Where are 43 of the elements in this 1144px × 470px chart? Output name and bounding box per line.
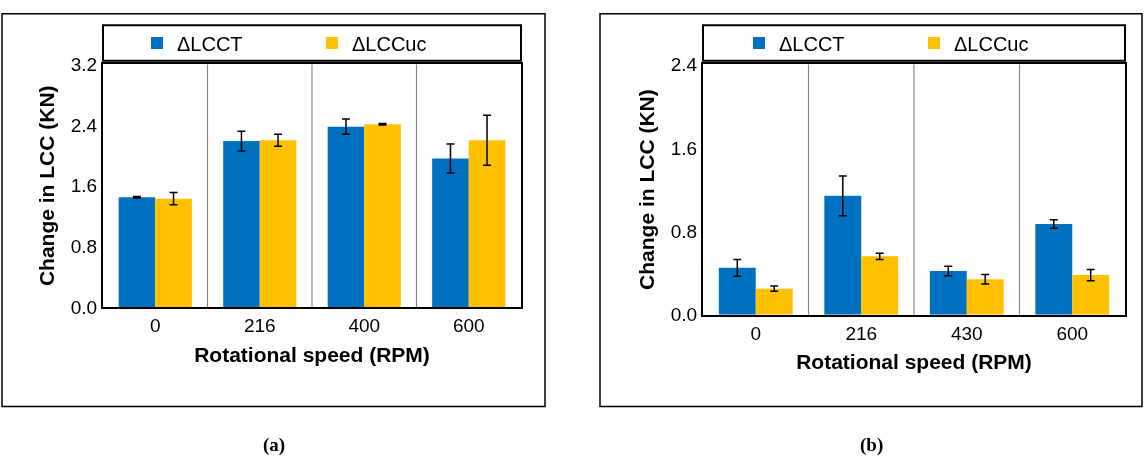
legend-label: ΔLCCuc [954, 32, 1029, 55]
legend-label: ΔLCCuc [352, 32, 427, 55]
y-tick-label: 0.8 [670, 220, 698, 242]
x-tick-label: 430 [950, 322, 983, 344]
bar [468, 140, 506, 308]
bar [1072, 275, 1110, 315]
bar [259, 140, 297, 308]
y-tick-label: 3.2 [70, 54, 98, 76]
x-tick-label: 600 [452, 314, 485, 336]
y-axis-title: Change in LCC (KN) [635, 89, 659, 290]
bar [1035, 224, 1073, 315]
y-tick-label: 0.8 [70, 236, 98, 258]
x-tick-label: 216 [243, 314, 276, 336]
bar [118, 197, 156, 308]
x-tick-label: 216 [845, 322, 878, 344]
y-tick-label: 1.6 [670, 137, 698, 159]
bar [824, 195, 862, 315]
legend-label: ΔLCCT [177, 32, 243, 55]
bar [755, 288, 793, 315]
y-tick-label: 0.0 [670, 304, 698, 326]
text: (a) [263, 434, 286, 456]
bar [718, 267, 756, 315]
legend-label: ΔLCCT [779, 32, 845, 55]
text: (b) [860, 434, 884, 456]
x-tick-label: 400 [348, 314, 381, 336]
y-tick-label: 0.0 [70, 296, 98, 318]
x-tick-label: 0 [149, 314, 161, 336]
bar [364, 124, 401, 308]
x-axis-title: Rotational speed (RPM) [796, 350, 1032, 374]
bar [966, 279, 1004, 315]
bar [861, 256, 899, 315]
x-tick-label: 600 [1056, 322, 1089, 344]
bar [929, 270, 967, 315]
x-tick-label: 0 [750, 322, 762, 344]
y-axis-title: Change in LCC (KN) [35, 85, 59, 287]
y-tick-label: 2.4 [70, 114, 98, 136]
x-axis-title: Rotational speed (RPM) [194, 342, 430, 366]
bar [223, 141, 260, 308]
bar [155, 198, 192, 308]
y-tick-label: 1.6 [70, 175, 98, 197]
bar [327, 126, 365, 308]
bar [432, 158, 469, 308]
y-tick-label: 2.4 [670, 54, 698, 76]
